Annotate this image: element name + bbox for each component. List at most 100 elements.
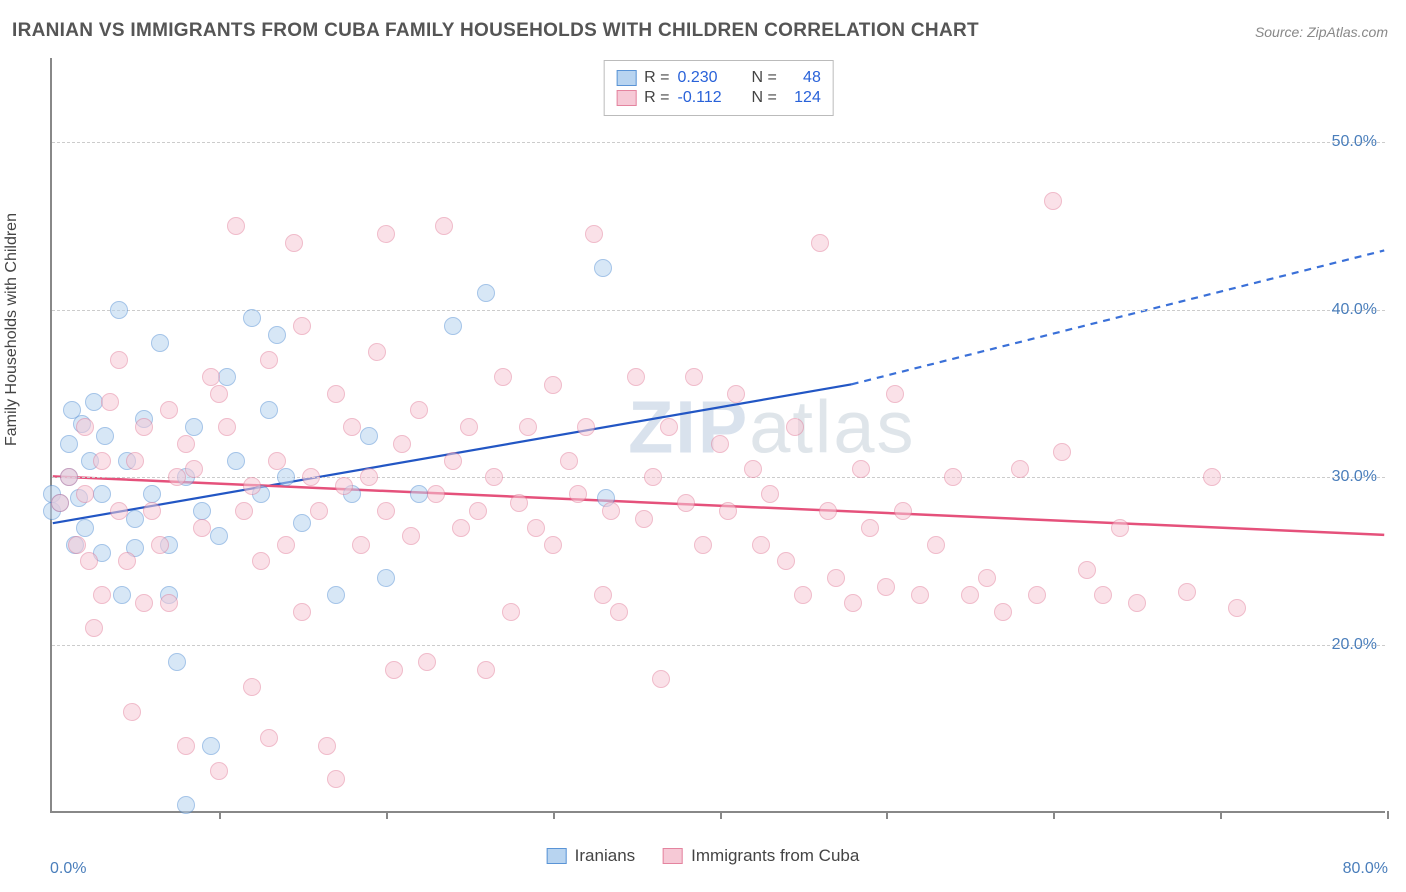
cuba-r-value: -0.112 — [678, 89, 738, 107]
data-point — [519, 418, 537, 436]
data-point — [410, 401, 428, 419]
data-point — [652, 670, 670, 688]
data-point — [168, 468, 186, 486]
data-point — [1028, 586, 1046, 604]
data-point — [76, 485, 94, 503]
data-point — [360, 468, 378, 486]
iranians-swatch-icon — [547, 848, 567, 864]
data-point — [110, 301, 128, 319]
data-point — [80, 552, 98, 570]
data-point — [135, 418, 153, 436]
data-point — [627, 368, 645, 386]
data-point — [210, 762, 228, 780]
data-point — [185, 460, 203, 478]
data-point — [96, 427, 114, 445]
data-point — [318, 737, 336, 755]
data-point — [377, 569, 395, 587]
data-point — [444, 317, 462, 335]
data-point — [252, 552, 270, 570]
data-point — [544, 536, 562, 554]
cuba-swatch-icon — [663, 848, 683, 864]
data-point — [644, 468, 662, 486]
data-point — [113, 586, 131, 604]
data-point — [118, 552, 136, 570]
data-point — [685, 368, 703, 386]
data-point — [1128, 594, 1146, 612]
data-point — [160, 401, 178, 419]
plot-area: ZIPatlas R = 0.230 N = 48 R = -0.112 N =… — [50, 58, 1385, 813]
x-tick — [219, 811, 221, 819]
data-point — [777, 552, 795, 570]
data-point — [635, 510, 653, 528]
data-point — [293, 514, 311, 532]
data-point — [285, 234, 303, 252]
data-point — [961, 586, 979, 604]
data-point — [60, 435, 78, 453]
data-point — [327, 586, 345, 604]
data-point — [402, 527, 420, 545]
cuba-swatch-icon — [616, 90, 636, 106]
data-point — [744, 460, 762, 478]
data-point — [293, 317, 311, 335]
data-point — [110, 502, 128, 520]
data-point — [610, 603, 628, 621]
data-point — [435, 217, 453, 235]
data-point — [377, 225, 395, 243]
data-point — [477, 284, 495, 302]
source-label: Source: ZipAtlas.com — [1255, 24, 1388, 40]
data-point — [527, 519, 545, 537]
data-point — [1203, 468, 1221, 486]
data-point — [786, 418, 804, 436]
data-point — [819, 502, 837, 520]
data-point — [227, 217, 245, 235]
data-point — [711, 435, 729, 453]
data-point — [110, 351, 128, 369]
data-point — [927, 536, 945, 554]
y-tick-label: 30.0% — [1332, 468, 1377, 486]
x-tick — [1387, 811, 1389, 819]
data-point — [243, 477, 261, 495]
iranians-label: Iranians — [575, 846, 635, 866]
data-point — [327, 770, 345, 788]
x-max-label: 80.0% — [1343, 860, 1388, 878]
data-point — [68, 536, 86, 554]
data-point — [410, 485, 428, 503]
data-point — [585, 225, 603, 243]
y-axis-title: Family Households with Children — [3, 213, 21, 446]
data-point — [444, 452, 462, 470]
y-tick-label: 50.0% — [1332, 133, 1377, 151]
data-point — [76, 519, 94, 537]
data-point — [260, 401, 278, 419]
data-point — [143, 485, 161, 503]
data-point — [477, 661, 495, 679]
data-point — [660, 418, 678, 436]
data-point — [385, 661, 403, 679]
data-point — [844, 594, 862, 612]
iranians-n-value: 48 — [785, 69, 821, 87]
data-point — [1111, 519, 1129, 537]
data-point — [452, 519, 470, 537]
x-tick — [553, 811, 555, 819]
data-point — [485, 468, 503, 486]
data-point — [861, 519, 879, 537]
data-point — [76, 418, 94, 436]
data-point — [193, 519, 211, 537]
data-point — [293, 603, 311, 621]
data-point — [268, 452, 286, 470]
data-point — [694, 536, 712, 554]
data-point — [335, 477, 353, 495]
x-tick — [1220, 811, 1222, 819]
data-point — [494, 368, 512, 386]
data-point — [218, 368, 236, 386]
data-point — [594, 259, 612, 277]
gridline — [52, 142, 1385, 143]
data-point — [177, 737, 195, 755]
x-tick — [720, 811, 722, 819]
cuba-label: Immigrants from Cuba — [691, 846, 859, 866]
data-point — [143, 502, 161, 520]
data-point — [93, 586, 111, 604]
data-point — [427, 485, 445, 503]
x-tick — [886, 811, 888, 819]
data-point — [827, 569, 845, 587]
data-point — [944, 468, 962, 486]
